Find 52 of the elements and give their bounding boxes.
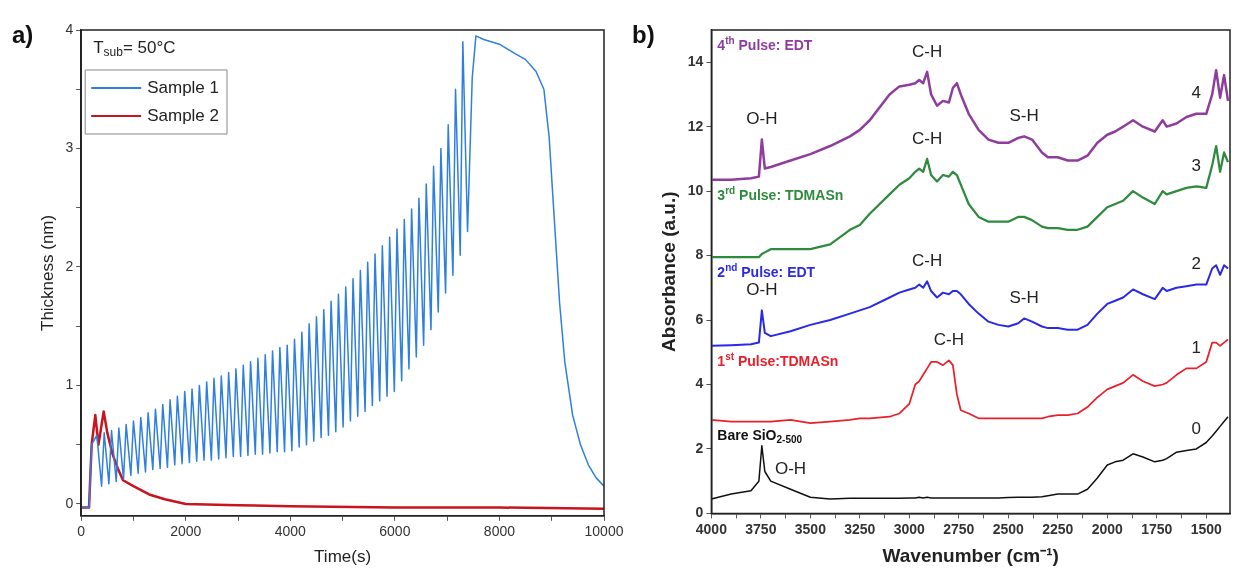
x-tick-label: 0 [77, 523, 86, 540]
annotation: 0 [1191, 418, 1202, 438]
x-tick-label: 6000 [379, 523, 411, 540]
annotation: O-H [746, 280, 778, 300]
x-tick-label: 2750 [943, 520, 975, 537]
x-tick-label: 2000 [1091, 520, 1124, 537]
annotation: C-H [912, 128, 943, 148]
annotation: 1 [1191, 338, 1202, 358]
annotation: 4 [1191, 83, 1202, 103]
x-axis-title: Wavenumber (cm⁻¹) [882, 544, 1059, 566]
y-tick-label: 2 [65, 257, 74, 274]
y-axis-title: Absorbance (a.u.) [657, 191, 679, 352]
x-axis-title: Time(s) [314, 547, 372, 567]
y-tick-label: 8 [695, 246, 704, 263]
annotation: O-H [774, 458, 807, 478]
y-tick-label: 3 [65, 139, 74, 156]
x-tick-label: 1500 [1190, 520, 1223, 537]
y-tick-label: 0 [65, 494, 74, 511]
annotation: S-H [1009, 288, 1039, 308]
y-tick-label: 6 [695, 310, 704, 327]
x-tick-label: 4000 [695, 520, 728, 537]
annotation: 2 [1191, 254, 1202, 274]
annotation: C-H [912, 251, 943, 271]
x-tick-label: 1750 [1141, 520, 1173, 537]
y-tick-label: 0 [695, 504, 704, 521]
annotation: C-H [912, 41, 943, 61]
x-tick-label: 3500 [794, 520, 827, 537]
y-tick-label: 2 [695, 439, 704, 456]
x-tick-label: 2000 [170, 523, 202, 540]
y-tick-label: 1 [65, 376, 74, 393]
x-tick-label: 4000 [274, 523, 307, 540]
chart-title: a) [12, 20, 34, 48]
chart-title: b) [632, 20, 655, 48]
y-tick-label: 12 [687, 117, 704, 134]
legend-label: Sample 2 [147, 105, 220, 125]
x-tick-label: 3250 [844, 520, 876, 537]
x-tick-label: 3750 [745, 520, 777, 537]
y-tick-label: 10 [687, 181, 704, 198]
annotation: S-H [1009, 106, 1039, 126]
x-tick-label: 2500 [992, 520, 1025, 537]
y-axis-title: Thickness (nm) [37, 214, 57, 331]
y-tick-label: 14 [687, 53, 704, 70]
legend-label: Sample 1 [147, 77, 220, 97]
x-tick-label: 10000 [584, 523, 624, 540]
y-tick-label: 4 [65, 20, 74, 37]
x-tick-label: 3000 [893, 520, 926, 537]
y-tick-label: 4 [695, 375, 704, 392]
x-tick-label: 8000 [483, 523, 516, 540]
x-tick-label: 2250 [1042, 520, 1074, 537]
annotation: C-H [933, 330, 965, 350]
annotation: 3 [1191, 155, 1202, 175]
annotation: O-H [746, 109, 778, 129]
